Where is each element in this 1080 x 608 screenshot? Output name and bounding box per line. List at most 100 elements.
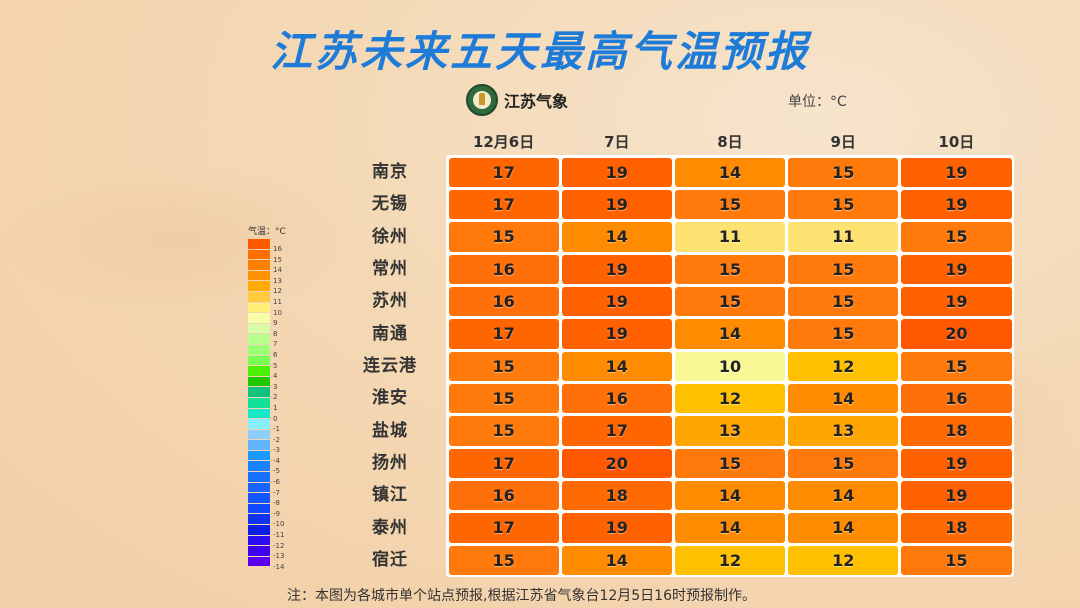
city-label: 宿迁 — [372, 550, 408, 571]
temperature-cell: 19 — [901, 254, 1012, 284]
legend-item: 14 — [248, 260, 286, 274]
temperature-cell: 15 — [788, 254, 899, 284]
temperature-cell: 14 — [561, 222, 672, 252]
legend-item: -14 — [248, 556, 286, 571]
legend-swatch — [248, 408, 270, 419]
temperature-cell: 14 — [674, 513, 786, 543]
legend-item: 6 — [248, 344, 286, 359]
legend-item: 13 — [248, 270, 286, 285]
temperature-cell: 15 — [674, 286, 786, 317]
legend-swatch — [248, 344, 270, 355]
legend-swatch — [248, 270, 270, 281]
legend-title: 气温：°C — [248, 227, 286, 237]
temperature-cell: 13 — [788, 416, 899, 446]
table-row: 17 19 15 15 19 — [447, 188, 1013, 220]
legend-swatch — [248, 323, 270, 334]
temperature-cell: 15 — [448, 383, 559, 414]
legend-item: 16 — [248, 239, 286, 253]
legend-swatch — [248, 450, 270, 461]
legend-swatch — [248, 302, 270, 313]
legend-swatch — [248, 397, 270, 408]
legend-label: -7 — [273, 488, 280, 497]
table-row: 16 19 15 15 19 — [447, 253, 1013, 285]
legend-swatch — [248, 366, 270, 376]
temperature-cell: 15 — [788, 448, 899, 478]
temperature-cell: 14 — [561, 545, 672, 575]
temperature-cell: 15 — [788, 189, 899, 220]
legend-swatch — [248, 291, 270, 302]
temperature-cell: 17 — [561, 416, 672, 446]
legend-item: 10 — [248, 302, 286, 317]
temperature-cell: 17 — [448, 513, 559, 543]
temperature-cell: 16 — [448, 286, 559, 317]
legend-label: 10 — [273, 308, 282, 317]
legend-label: 2 — [273, 393, 278, 402]
temperature-cell: 20 — [561, 448, 672, 478]
legend-label: -10 — [273, 520, 285, 529]
table-row: 17 20 15 15 19 — [447, 447, 1013, 479]
legend-item: -2 — [248, 429, 286, 444]
legend-label: -1 — [273, 425, 280, 434]
temperature-cell: 19 — [561, 319, 672, 349]
temperature-cell: 19 — [561, 286, 672, 317]
legend-swatch — [248, 249, 270, 260]
temperature-cell: 12 — [788, 351, 899, 381]
legend-label: 4 — [273, 372, 278, 381]
emblem-icon — [466, 84, 498, 116]
temperature-cell: 15 — [448, 416, 559, 446]
temperature-cell: 15 — [674, 254, 786, 284]
legend-label: 5 — [273, 361, 278, 370]
temperature-cell: 14 — [674, 480, 786, 511]
color-legend: 气温：°C 16 15 14 13 12 11 10 9 8 7 6 5 4 3 2 1 0 -1 -2 -3 -4 -5… — [248, 224, 286, 571]
legend-item: 12 — [248, 281, 286, 295]
temperature-cell: 12 — [674, 383, 786, 414]
temperature-cell: 10 — [674, 351, 786, 381]
temperature-cell: 14 — [788, 480, 899, 511]
temperature-cell: 12 — [674, 545, 786, 575]
city-label: 盐城 — [372, 420, 408, 441]
legend-item: 0 — [248, 408, 286, 423]
city-label: 连云港 — [363, 356, 417, 377]
temperature-cell: 17 — [448, 157, 559, 187]
legend-label: -3 — [273, 446, 280, 455]
legend-item: -3 — [248, 440, 286, 454]
city-label: 徐州 — [372, 226, 408, 247]
legend-item: 4 — [248, 366, 286, 380]
legend-item: 5 — [248, 355, 286, 370]
city-label: 苏州 — [372, 291, 408, 312]
column-headers: 12月6日 7日 8日 9日 10日 — [447, 131, 1013, 152]
legend-swatch — [248, 493, 270, 503]
legend-item: -13 — [248, 546, 286, 560]
temperature-cell: 17 — [448, 189, 559, 220]
temperature-cell: 19 — [901, 189, 1012, 220]
legend-swatch — [248, 281, 270, 291]
legend-item: -10 — [248, 514, 286, 528]
legend-swatch — [248, 482, 270, 493]
temperature-cell: 15 — [448, 545, 559, 575]
legend-swatch — [248, 239, 270, 249]
legend-label: 9 — [273, 319, 278, 328]
legend-label: 11 — [273, 297, 282, 306]
temperature-cell: 11 — [674, 222, 786, 252]
temperature-cell: 16 — [901, 383, 1012, 414]
column-header: 8日 — [717, 133, 743, 151]
temperature-cell: 16 — [561, 383, 672, 414]
legend-item: -11 — [248, 525, 286, 539]
temperature-cell: 14 — [788, 383, 899, 414]
legend-swatch — [248, 376, 270, 387]
legend-label: 14 — [273, 266, 282, 275]
legend-swatch — [248, 429, 270, 440]
temperature-cell: 19 — [561, 189, 672, 220]
unit-label: 单位：°C — [788, 94, 847, 110]
temperature-cell: 15 — [901, 351, 1012, 381]
legend-swatch — [248, 313, 270, 323]
temperature-cell: 19 — [901, 286, 1012, 317]
legend-item: -5 — [248, 461, 286, 475]
legend-item: -8 — [248, 493, 286, 507]
temperature-cell: 15 — [788, 157, 899, 187]
table-row: 16 19 15 15 19 — [447, 285, 1013, 317]
legend-label: 12 — [273, 287, 282, 296]
temperature-cell: 19 — [561, 254, 672, 284]
legend-item: -1 — [248, 419, 286, 433]
city-label: 镇江 — [372, 485, 408, 506]
